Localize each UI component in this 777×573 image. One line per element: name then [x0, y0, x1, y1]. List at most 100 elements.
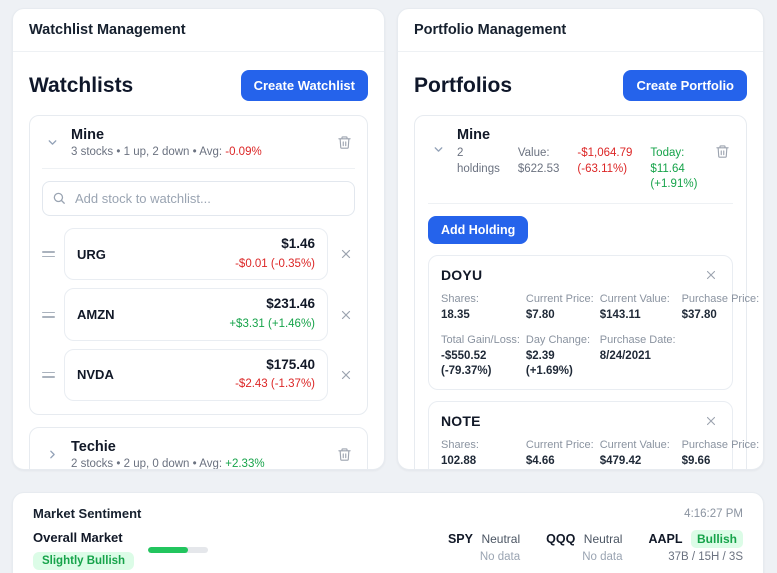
stock-row-nvda: NVDA $175.40 -$2.43 (-1.37%)	[42, 348, 355, 402]
trash-icon	[338, 448, 351, 461]
stock-card[interactable]: NVDA $175.40 -$2.43 (-1.37%)	[64, 348, 328, 402]
ticker-qqq: QQQ Neutral No data	[546, 532, 622, 563]
watchlist-mine-header: Mine 3 stocks • 1 up, 2 down • Avg: -0.0…	[42, 127, 355, 169]
ticker-detail: No data	[479, 551, 521, 563]
portfolio-mine-info: Mine 2 holdings Value: $622.53 -$1,064.7…	[457, 127, 712, 193]
add-stock-search	[42, 181, 355, 216]
holding-day-change: Day Change: $2.39 (+1.69%)	[525, 333, 591, 378]
sentiment-progress-bar	[148, 547, 209, 553]
remove-stock-button[interactable]	[337, 366, 355, 384]
stock-row-urg: URG $1.46 -$0.01 (-0.35%)	[42, 228, 355, 281]
drag-handle-icon[interactable]	[42, 368, 55, 382]
portfolio-total-change-pct: (-63.11%)	[577, 162, 628, 175]
watchlist-panel-body: Watchlists Create Watchlist Mine 3 stock…	[13, 52, 384, 470]
stock-symbol: AMZN	[77, 307, 115, 323]
portfolio-today-change: Today: $11.64	[650, 147, 685, 175]
remove-holding-button[interactable]	[702, 412, 720, 430]
holding-shares: Shares: 18.35	[441, 292, 479, 321]
stock-change: -$2.43 (-1.37%)	[235, 378, 315, 391]
holding-card-note: NOTE Shares: 102.88 Current Price:	[428, 400, 759, 469]
stock-change: +$3.31 (+1.46%)	[229, 317, 315, 330]
ticker-sentiment: Bullish	[690, 530, 743, 548]
portfolio-value: $622.53	[517, 162, 560, 175]
portfolio-total-change-stat: -$1,064.79 (-63.11%)	[577, 146, 632, 193]
holding-current-price: Current Price: $4.66	[525, 438, 594, 468]
market-sentiment-panel: Market Sentiment 4:16:27 PM Overall Mark…	[12, 492, 764, 573]
portfolios-heading: Portfolios	[414, 73, 512, 97]
chevron-down-icon[interactable]	[428, 141, 449, 158]
sentiment-title: Market Sentiment	[33, 506, 142, 521]
stock-symbol: NVDA	[77, 367, 114, 383]
watchlist-card-mine: Mine 3 stocks • 1 up, 2 down • Avg: -0.0…	[29, 115, 368, 416]
holding-current-value: Current Value: $143.11	[599, 292, 670, 321]
stock-quote: $1.46 -$0.01 (-0.35%)	[235, 235, 315, 273]
delete-watchlist-button[interactable]	[334, 444, 355, 465]
ticker-detail: 37B / 15H / 3S	[668, 551, 743, 563]
sentiment-badge: Slightly Bullish	[33, 552, 135, 570]
ticker-sentiment: Neutral	[481, 532, 521, 546]
watchlist-avg-value: +2.33%	[225, 458, 265, 470]
stock-symbol: URG	[77, 246, 106, 262]
sentiment-timestamp: 4:16:27 PM	[684, 507, 743, 520]
ticker-aapl: AAPL Bullish 37B / 15H / 3S	[648, 530, 743, 563]
remove-holding-button[interactable]	[702, 266, 720, 284]
portfolio-total-change: -$1,064.79	[577, 147, 633, 159]
portfolio-panel-body: Portfolios Create Portfolio Mine 2 holdi…	[398, 52, 763, 469]
portfolio-stats: 2 holdings Value: $622.53 -$1,064.79 (-6…	[457, 146, 712, 193]
add-holding-button[interactable]: Add Holding	[428, 215, 529, 244]
holding-card-doyu: DOYU Shares: 18.35 Current Price:	[428, 254, 759, 390]
portfolio-card-mine: Mine 2 holdings Value: $622.53 -$1,064.7…	[414, 115, 759, 469]
create-watchlist-button[interactable]: Create Watchlist	[240, 70, 368, 101]
holding-grid: Shares: 102.88 Current Price: $4.66 Curr…	[441, 438, 759, 469]
watchlist-avg-value: -0.09%	[225, 146, 262, 158]
holding-current-value: Current Value: $479.42	[599, 438, 670, 468]
holding-purchase-price: Purchase Price: $37.80	[681, 292, 760, 321]
stock-quote: $231.46 +$3.31 (+1.46%)	[229, 295, 315, 333]
overall-market-block: Overall Market Slightly Bullish	[33, 530, 209, 570]
portfolio-value-label: Value:	[517, 147, 550, 159]
holding-shares: Shares: 102.88	[441, 438, 479, 468]
watchlist-meta-text: 3 stocks • 1 up, 2 down • Avg:	[71, 146, 223, 158]
ticker-sentiment: Neutral	[583, 532, 623, 546]
close-icon	[341, 250, 351, 259]
watchlist-mine-info: Mine 3 stocks • 1 up, 2 down • Avg: -0.0…	[71, 127, 334, 158]
watchlist-meta: 3 stocks • 1 up, 2 down • Avg: -0.09%	[71, 146, 334, 158]
portfolio-section-head: Portfolios Create Portfolio	[414, 70, 747, 101]
drag-handle-icon[interactable]	[42, 308, 55, 322]
holding-current-price: Current Price: $7.80	[525, 292, 594, 321]
stock-change: -$0.01 (-0.35%)	[235, 257, 315, 270]
holding-header: NOTE	[441, 412, 720, 430]
stock-card[interactable]: URG $1.46 -$0.01 (-0.35%)	[64, 228, 328, 281]
delete-portfolio-button[interactable]	[712, 141, 733, 162]
trash-icon	[716, 145, 729, 158]
holding-purchase-price: Purchase Price: $9.66	[681, 438, 760, 468]
top-row: Watchlist Management Watchlists Create W…	[12, 8, 764, 470]
watchlist-meta-text: 2 stocks • 2 up, 0 down • Avg:	[71, 458, 223, 470]
remove-stock-button[interactable]	[337, 306, 355, 324]
watchlist-panel: Watchlist Management Watchlists Create W…	[12, 8, 385, 470]
chevron-right-icon[interactable]	[42, 446, 63, 463]
ticker-symbol: QQQ	[546, 532, 576, 546]
chevron-down-icon[interactable]	[42, 134, 63, 151]
stock-price: $1.46	[281, 236, 315, 251]
portfolio-name: Mine	[457, 127, 491, 143]
overall-market-col: Overall Market Slightly Bullish	[33, 530, 135, 570]
drag-handle-icon[interactable]	[42, 247, 55, 261]
portfolio-today-pct: (+1.91%)	[650, 178, 698, 191]
stock-card[interactable]: AMZN $231.46 +$3.31 (+1.46%)	[64, 288, 328, 341]
portfolio-value-stat: Value: $622.53	[518, 146, 560, 193]
watchlist-name: Techie	[71, 439, 116, 456]
holding-symbol: DOYU	[441, 266, 483, 283]
sentiment-title-row: Market Sentiment 4:16:27 PM	[33, 506, 743, 521]
add-stock-input[interactable]	[42, 181, 355, 216]
holding-symbol: NOTE	[441, 412, 481, 429]
portfolio-panel: Portfolio Management Portfolios Create P…	[397, 8, 764, 470]
delete-watchlist-button[interactable]	[334, 132, 355, 153]
watchlist-techie-header: Techie 2 stocks • 2 up, 0 down • Avg: +2…	[42, 439, 355, 470]
holding-grid-spacer	[682, 333, 760, 379]
create-portfolio-button[interactable]: Create Portfolio	[623, 70, 747, 101]
remove-stock-button[interactable]	[337, 245, 355, 263]
portfolio-mine-header: Mine 2 holdings Value: $622.53 -$1,064.7…	[428, 127, 733, 204]
watchlist-meta: 2 stocks • 2 up, 0 down • Avg: +2.33%	[71, 458, 334, 470]
